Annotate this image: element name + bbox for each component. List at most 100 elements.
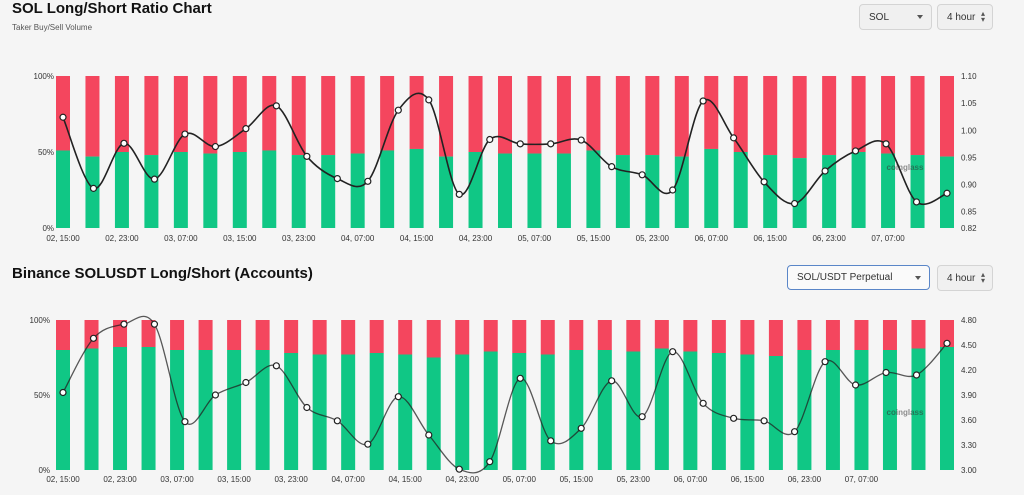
ratio-point (851, 147, 860, 155)
long-bar (792, 158, 807, 228)
interval-stepper-value: 4 hour (947, 11, 976, 23)
interval-stepper-2[interactable]: 4 hour ▴ ▾ (937, 265, 993, 291)
short-bar (56, 76, 70, 151)
y-right-tick-label: 1.05 (961, 99, 977, 108)
long-bar (615, 155, 630, 228)
ratio-point (120, 320, 128, 328)
up-down-arrows-icon: ▴ ▾ (980, 270, 985, 285)
short-bar (882, 320, 897, 350)
ratio-point (577, 136, 585, 144)
x-tick-label: 05, 23:00 (617, 475, 651, 484)
long-bar (468, 152, 483, 228)
short-bar (851, 76, 866, 152)
interval-stepper[interactable]: 4 hour ▴ ▾ (937, 4, 993, 30)
y-right-tick-label: 3.90 (961, 391, 977, 400)
y-left-tick-label: 50% (38, 148, 54, 157)
long-bar (910, 155, 925, 228)
ratio-point (882, 140, 890, 148)
short-bar (341, 320, 356, 355)
ratio-point (547, 140, 555, 148)
x-tick-label: 07, 07:00 (845, 475, 879, 484)
ratio-point (59, 113, 67, 121)
long-bar (683, 351, 698, 470)
long-bar (768, 356, 783, 470)
long-bar (409, 148, 424, 228)
long-bar (198, 350, 213, 470)
short-bar (645, 76, 660, 156)
long-bar (380, 150, 395, 228)
short-bar (284, 320, 299, 353)
long-bar (740, 354, 755, 470)
ratio-line (62, 315, 948, 474)
ratio-point (608, 377, 616, 385)
long-bar (763, 155, 778, 228)
long-bar (369, 353, 384, 470)
long-bar (911, 348, 926, 470)
x-tick-label: 02, 15:00 (46, 475, 80, 484)
ratio-point (89, 184, 98, 192)
long-bar (569, 350, 584, 470)
long-bar (556, 153, 571, 228)
y-left-tick-label: 100% (34, 72, 54, 81)
ratio-point (455, 190, 463, 198)
short-bar (232, 76, 247, 152)
short-bar (198, 320, 213, 350)
ratio-point (394, 393, 402, 401)
x-tick-label: 03, 23:00 (282, 234, 316, 243)
y-right-tick-label: 3.00 (961, 466, 977, 475)
symbol-select[interactable]: SOL (859, 4, 932, 30)
x-tick-label: 06, 07:00 (695, 234, 729, 243)
ratio-point (851, 381, 860, 389)
long-bar (84, 348, 99, 470)
up-down-arrows-icon: ▴ ▾ (980, 9, 985, 24)
long-bar (426, 357, 441, 470)
short-bar (740, 320, 755, 355)
x-tick-label: 02, 15:00 (46, 234, 80, 243)
short-bar (615, 76, 630, 156)
short-bar (85, 76, 100, 157)
long-bar (851, 152, 866, 228)
short-bar (468, 76, 483, 152)
ratio-point (394, 106, 402, 114)
long-bar (284, 353, 299, 470)
short-bar (114, 76, 129, 152)
long-bar (512, 353, 527, 470)
ratio-point (790, 199, 799, 208)
short-bar (711, 320, 726, 353)
ratio-point (272, 362, 280, 370)
pair-select[interactable]: SOL/USDT Perpetual (787, 265, 930, 290)
x-tick-label: 03, 23:00 (274, 475, 308, 484)
long-bar (586, 150, 601, 228)
long-bar (255, 350, 270, 470)
long-bar (141, 347, 156, 470)
y-left-tick-label: 100% (30, 316, 50, 325)
short-bar (854, 320, 869, 350)
ratio-point (333, 417, 341, 425)
ratio-point (669, 348, 677, 356)
ratio-point (516, 374, 524, 382)
short-bar (733, 76, 748, 152)
ratio-point (516, 140, 524, 148)
short-bar (910, 76, 925, 156)
long-bar (825, 350, 840, 470)
y-right-tick-label: 0.85 (961, 208, 977, 217)
x-tick-label: 03, 15:00 (217, 475, 251, 484)
ratio-point (181, 418, 189, 426)
chart1-subtitle: Taker Buy/Sell Volume (12, 23, 93, 32)
ratio-point (638, 413, 646, 421)
x-tick-label: 05, 15:00 (560, 475, 594, 484)
short-bar (84, 320, 99, 349)
short-bar (398, 320, 413, 355)
ratio-point (699, 399, 707, 407)
x-tick-label: 05, 23:00 (636, 234, 670, 243)
long-bar (455, 354, 470, 470)
coinglass-watermark: coinglass (887, 408, 924, 417)
long-bar (85, 156, 100, 228)
short-bar (255, 320, 270, 350)
long-bar (341, 354, 356, 470)
ratio-point (242, 125, 250, 133)
x-tick-label: 03, 07:00 (160, 475, 194, 484)
x-tick-label: 02, 23:00 (105, 234, 139, 243)
